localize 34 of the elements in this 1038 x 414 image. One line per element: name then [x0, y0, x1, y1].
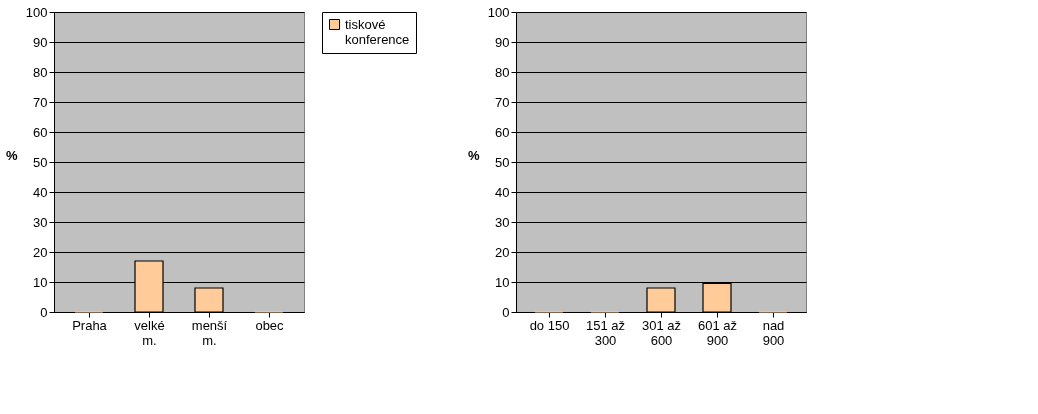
y-tick-label: 100: [487, 4, 510, 20]
y-tick-label: 60: [495, 124, 510, 140]
y-tick-label: 50: [495, 154, 510, 170]
legend-label: tiskové konference: [345, 16, 410, 47]
x-tick-label: do 150: [529, 317, 570, 333]
y-axis-title: %: [6, 147, 19, 163]
y-tick-label: 60: [33, 124, 48, 140]
y-tick-label: 80: [33, 64, 48, 80]
y-tick-label: 30: [33, 214, 48, 230]
y-tick-label: 40: [495, 184, 510, 200]
y-tick-label: 0: [502, 304, 510, 320]
y-tick-label: 50: [33, 154, 48, 170]
y-tick-label: 10: [33, 274, 48, 290]
x-tick-label: menší m.: [191, 317, 228, 348]
y-tick-label: 30: [495, 214, 510, 230]
x-tick-label: velké m.: [134, 317, 165, 348]
y-tick-label: 90: [495, 34, 510, 50]
x-tick-label: 301 až 600: [641, 317, 682, 348]
y-tick-label: 10: [495, 274, 510, 290]
x-tick-label: obec: [255, 317, 285, 333]
x-tick-label: 601 až 900: [697, 317, 738, 348]
y-tick-label: 20: [495, 244, 510, 260]
y-tick-label: 70: [495, 94, 510, 110]
y-tick-label: 0: [40, 304, 48, 320]
x-tick-label: 151 až 300: [585, 317, 626, 348]
x-tick-label: nad 900: [762, 317, 785, 348]
x-tick-label: Praha: [72, 317, 108, 333]
y-tick-label: 20: [33, 244, 48, 260]
y-tick-label: 80: [495, 64, 510, 80]
y-tick-label: 100: [25, 4, 48, 20]
y-tick-label: 70: [33, 94, 48, 110]
y-tick-label: 40: [33, 184, 48, 200]
y-tick-label: 90: [33, 34, 48, 50]
y-axis-title: %: [468, 147, 481, 163]
